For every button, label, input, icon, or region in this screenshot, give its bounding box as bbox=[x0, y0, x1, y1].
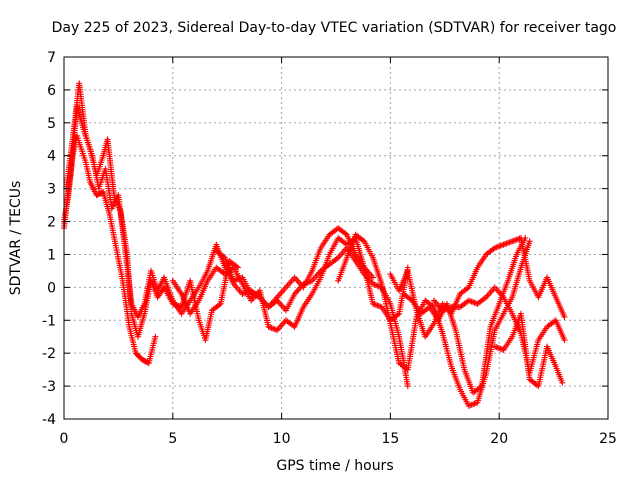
axis-ticks: 0 5 10 15 20 25 -4 -3 -2 -1 0 1 2 3 4 5 6 7 bbox=[42, 50, 617, 447]
y-tick-label: 5 bbox=[47, 116, 56, 132]
data-point bbox=[404, 383, 411, 390]
x-tick-label: 0 bbox=[60, 431, 69, 447]
y-tick-label: 2 bbox=[47, 215, 56, 231]
y-tick-label: 6 bbox=[47, 83, 56, 99]
data-point bbox=[369, 274, 376, 281]
x-tick-label: 5 bbox=[168, 431, 177, 447]
y-axis-label: SDTVAR / TECUs bbox=[8, 181, 24, 296]
x-tick-label: 25 bbox=[599, 431, 617, 447]
y-tick-label: -4 bbox=[42, 412, 56, 428]
series-sat-j bbox=[491, 310, 566, 390]
x-axis-label: GPS time / hours bbox=[276, 458, 393, 474]
data-point bbox=[559, 379, 566, 386]
x-tick-label: 15 bbox=[381, 431, 399, 447]
y-tick-label: 1 bbox=[47, 247, 56, 263]
x-tick-label: 10 bbox=[273, 431, 291, 447]
plot-frame bbox=[63, 56, 609, 420]
series-sat-d bbox=[169, 235, 411, 334]
data-point bbox=[561, 337, 568, 344]
y-tick-label: 4 bbox=[47, 149, 56, 165]
y-tick-label: -2 bbox=[42, 346, 56, 362]
data-point bbox=[561, 313, 568, 320]
y-tick-label: 0 bbox=[47, 280, 56, 296]
y-tick-label: -1 bbox=[42, 313, 56, 329]
data-point bbox=[526, 238, 533, 245]
y-tick-label: 3 bbox=[47, 182, 56, 198]
series-sat-b bbox=[61, 103, 242, 344]
series-sat-a bbox=[61, 132, 159, 367]
x-tick-label: 20 bbox=[490, 431, 508, 447]
series-sat-h bbox=[387, 235, 568, 340]
y-tick-label: 7 bbox=[47, 50, 56, 66]
series-sat-c bbox=[63, 80, 376, 320]
data-point bbox=[152, 333, 159, 340]
data-points bbox=[61, 80, 568, 409]
chart-title: Day 225 of 2023, Sidereal Day-to-day VTE… bbox=[52, 20, 617, 36]
series-sat-i bbox=[430, 284, 568, 376]
y-tick-label: -3 bbox=[42, 379, 56, 395]
series-sat-g bbox=[400, 235, 529, 396]
